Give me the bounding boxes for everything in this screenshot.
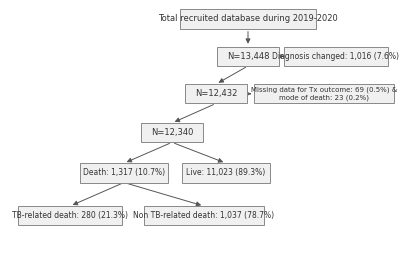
FancyBboxPatch shape [18,206,122,225]
Text: N=12,340: N=12,340 [151,128,193,137]
Text: Diagnosis changed: 1,016 (7.6%): Diagnosis changed: 1,016 (7.6%) [272,52,400,61]
Text: Live: 11,023 (89.3%): Live: 11,023 (89.3%) [186,168,266,177]
Text: N=13,448: N=13,448 [227,52,269,61]
FancyBboxPatch shape [185,84,247,103]
Text: Death: 1,317 (10.7%): Death: 1,317 (10.7%) [83,168,165,177]
FancyBboxPatch shape [284,47,388,66]
Text: N=12,432: N=12,432 [195,89,237,98]
Text: Missing data for Tx outcome: 69 (0.5%) & mode of death: 23 (0.2%): Missing data for Tx outcome: 69 (0.5%) &… [251,87,397,101]
FancyBboxPatch shape [80,163,168,183]
Text: TB-related death: 280 (21.3%): TB-related death: 280 (21.3%) [12,211,128,220]
FancyBboxPatch shape [180,9,316,29]
FancyBboxPatch shape [254,84,394,103]
FancyBboxPatch shape [141,123,203,142]
Text: Total recruited database during 2019-2020: Total recruited database during 2019-202… [158,14,338,23]
FancyBboxPatch shape [144,206,264,225]
Text: Non TB-related death: 1,037 (78.7%): Non TB-related death: 1,037 (78.7%) [134,211,274,220]
FancyBboxPatch shape [217,47,279,66]
FancyBboxPatch shape [182,163,270,183]
